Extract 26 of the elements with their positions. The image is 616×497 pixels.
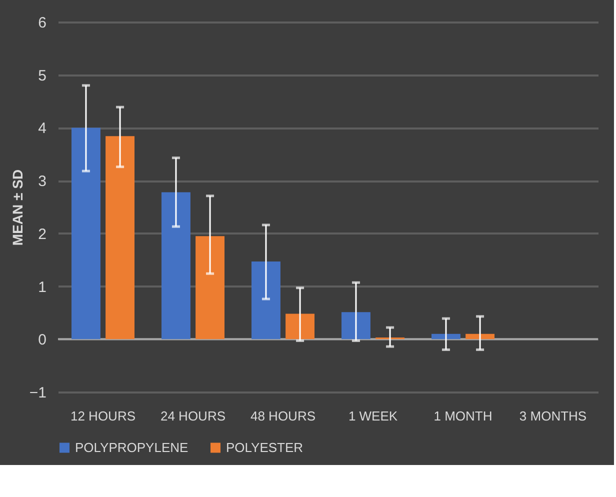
- y-tick-label: 5: [38, 67, 46, 84]
- y-tick-label: 4: [38, 120, 46, 138]
- bar: [72, 128, 100, 340]
- bar: [342, 312, 370, 340]
- y-tick-label: 0: [38, 332, 46, 349]
- y-tick-label: −1: [29, 384, 46, 402]
- x-tick-label: 1 MONTH: [434, 408, 492, 424]
- bar: [162, 192, 190, 340]
- bar: [466, 334, 494, 340]
- y-tick-label: 6: [38, 14, 46, 32]
- bar: [432, 334, 460, 340]
- x-tick-label: 3 MONTHS: [519, 408, 587, 424]
- y-tick-label: 3: [38, 173, 46, 190]
- legend-label: POLYESTER: [226, 440, 304, 455]
- x-tick-label: 24 HOURS: [160, 408, 226, 424]
- legend-label: POLYPROPYLENE: [75, 440, 189, 455]
- y-tick-label: 1: [38, 278, 46, 296]
- bar: [252, 261, 280, 340]
- y-axis-title: MEAN ± SD: [9, 169, 26, 246]
- x-tick-label: 48 HOURS: [250, 408, 316, 424]
- y-tick-label: 2: [38, 226, 46, 243]
- bar: [106, 136, 134, 340]
- bar: [286, 314, 314, 340]
- x-tick-label: 1 WEEK: [348, 408, 398, 424]
- bar: [196, 236, 224, 340]
- x-tick-label: 12 HOURS: [70, 408, 136, 424]
